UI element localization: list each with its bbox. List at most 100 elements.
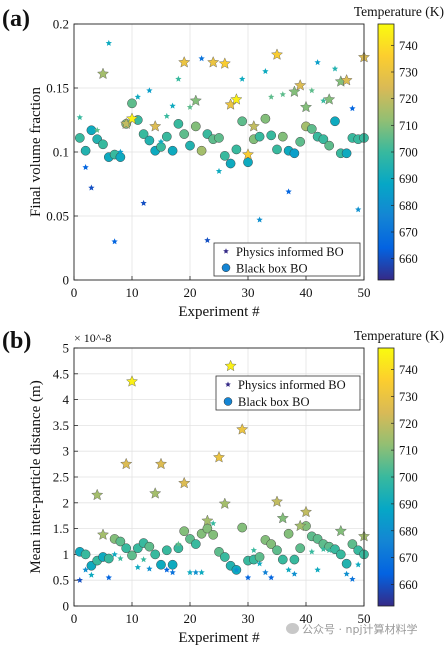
data-point-circle (289, 554, 300, 565)
data-point-star (308, 548, 315, 555)
colorbar-tick-label: 670 (399, 551, 418, 565)
data-point-star (201, 514, 214, 526)
data-point-circle (306, 124, 317, 134)
data-point-circle (115, 536, 126, 547)
legend-label: Black box BO (236, 261, 308, 275)
data-point-star (189, 94, 202, 106)
data-point-circle (214, 133, 224, 143)
watermark: 公众号 · npj计算材料学 (286, 621, 418, 637)
data-point-star (88, 184, 95, 191)
colorbar-tick-label: 690 (399, 497, 418, 511)
data-point-star (233, 566, 240, 573)
data-point-circle (272, 545, 282, 556)
data-point-star (82, 566, 89, 573)
legend-marker-star (225, 381, 231, 387)
data-point-circle (190, 539, 201, 549)
colorbar-tick-label: 710 (399, 119, 418, 133)
data-point-circle (167, 559, 178, 570)
data-point-star (299, 100, 313, 113)
data-point-star (291, 570, 298, 577)
colorbar-tick-label: 690 (399, 172, 418, 186)
data-point-star (256, 560, 263, 567)
data-point-star (250, 546, 257, 553)
data-point-circle (237, 522, 248, 533)
colorbar-tick-label: 700 (399, 146, 418, 160)
data-point-star (326, 546, 333, 553)
colorbar-tick-label: 730 (399, 390, 418, 404)
legend-label: Physics informed BO (238, 378, 346, 392)
y-tick-label: 1.5 (53, 521, 69, 536)
data-point-star (210, 520, 217, 527)
x-tick-label: 40 (300, 611, 313, 626)
colorbar-tick-label: 710 (399, 444, 418, 458)
data-point-star (111, 551, 118, 558)
data-point-star (355, 206, 362, 213)
data-point-circle (219, 151, 230, 161)
data-point-star (149, 120, 162, 132)
data-point-star (262, 68, 269, 75)
panel-label: (b) (2, 328, 31, 354)
data-point-circle (115, 152, 126, 162)
colorbar-tick-label: 740 (399, 39, 418, 53)
data-point-star (349, 105, 356, 112)
data-point-circle (277, 131, 288, 142)
data-point-star (146, 87, 153, 94)
data-point-star (111, 238, 118, 245)
y-tick-label: 3 (63, 444, 70, 459)
data-point-star (215, 167, 223, 174)
colorbar-tick-label: 740 (399, 363, 418, 377)
data-point-star (331, 546, 339, 553)
data-point-star (279, 91, 286, 98)
y-tick-label: 2.5 (53, 470, 69, 485)
data-point-circle (80, 145, 91, 156)
data-point-star (230, 93, 243, 105)
data-point-circle (254, 552, 265, 562)
data-point-circle (156, 559, 166, 570)
x-tick-label: 10 (126, 285, 139, 300)
y-axis-multiplier: × 10^-8 (74, 331, 111, 345)
x-tick-label: 50 (358, 285, 371, 300)
data-point-circle (80, 549, 91, 560)
data-point-circle (266, 539, 277, 549)
data-point-circle (127, 550, 137, 561)
legend-label: Physics informed BO (236, 245, 344, 259)
data-point-circle (196, 145, 207, 156)
data-point-circle (225, 158, 236, 169)
data-point-circle (341, 558, 352, 569)
data-point-circle (202, 523, 213, 534)
data-point-star (262, 569, 269, 576)
data-point-star (334, 524, 347, 537)
data-point-star (236, 423, 249, 435)
data-point-star (163, 566, 170, 573)
data-point-star (198, 55, 205, 62)
data-point-circle (167, 145, 178, 156)
data-point-star (343, 570, 350, 577)
data-point-circle (86, 125, 97, 136)
y-tick-label: 0 (63, 273, 70, 288)
data-point-star (285, 566, 292, 573)
y-tick-label: 5 (63, 341, 70, 356)
data-point-star (175, 75, 182, 82)
data-point-circle (150, 549, 161, 560)
data-point-star (120, 457, 133, 470)
legend-box (215, 375, 361, 411)
data-point-star (140, 199, 147, 206)
data-point-circle (121, 543, 132, 554)
data-point-star (192, 569, 199, 576)
data-point-circle (260, 113, 271, 124)
y-axis-label: Mean inter-particle distance (m) (28, 380, 44, 573)
data-point-star (88, 571, 95, 578)
data-point-circle (330, 116, 340, 127)
data-point-circle (156, 142, 166, 152)
data-point-star (320, 545, 327, 552)
colorbar-tick-label: 680 (399, 524, 418, 538)
data-point-star (288, 85, 301, 97)
data-point-star (270, 48, 284, 60)
x-tick-label: 20 (184, 285, 197, 300)
y-tick-label: 0.15 (46, 81, 69, 96)
data-point-star (198, 569, 205, 576)
y-tick-label: 4.5 (53, 366, 69, 381)
axes-frame (73, 347, 365, 607)
data-point-star (125, 112, 139, 124)
